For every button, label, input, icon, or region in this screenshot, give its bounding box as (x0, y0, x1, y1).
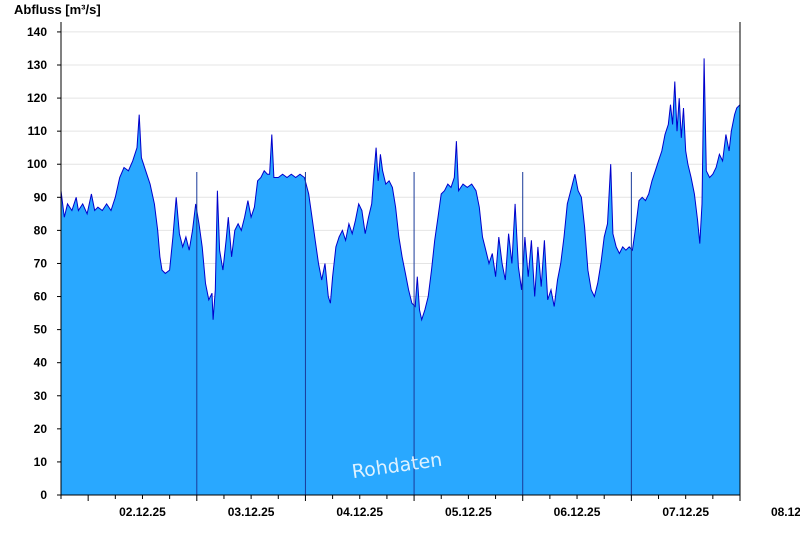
y-tick-label-50: 50 (34, 323, 48, 337)
y-tick-label-80: 80 (34, 223, 48, 237)
y-tick-label-30: 30 (34, 389, 48, 403)
y-ticks: 0 10 20 30 40 50 60 70 80 90 100 110 120 130 140 (27, 25, 61, 502)
x-tick-label-3: 04.12.25 (336, 505, 383, 519)
x-tick-label-7: 08.12.25 (771, 505, 800, 519)
axes (60, 22, 741, 496)
y-axis-label: Abfluss [m³/s] (14, 2, 101, 17)
flow-area (61, 58, 740, 496)
x-tick-label-4: 05.12.25 (445, 505, 492, 519)
x-ticks: 02.12.25 03.12.25 04.12.25 05.12.25 06.12.25… (60, 495, 800, 519)
x-tick-label-2: 03.12.25 (228, 505, 275, 519)
flow-line (60, 58, 741, 322)
y-tick-label-70: 70 (34, 256, 48, 270)
y-tick-label-20: 20 (34, 422, 48, 436)
y-tick-label-60: 60 (34, 290, 48, 304)
y-tick-label-90: 90 (34, 190, 48, 204)
y-tick-label-40: 40 (34, 356, 48, 370)
y-tick-label-110: 110 (28, 124, 48, 138)
y-tick-label-10: 10 (34, 455, 48, 469)
x-tick-label-5: 06.12.25 (554, 505, 601, 519)
y-tick-label-100: 100 (27, 157, 47, 171)
y-tick-label-140: 140 (27, 25, 47, 39)
y-tick-label-0: 0 (40, 488, 47, 502)
x-tick-label-1: 02.12.25 (119, 505, 166, 519)
y-tick-label-120: 120 (27, 91, 47, 105)
x-tick-label-6: 07.12.25 (662, 505, 709, 519)
y-tick-label-130: 130 (27, 58, 47, 72)
